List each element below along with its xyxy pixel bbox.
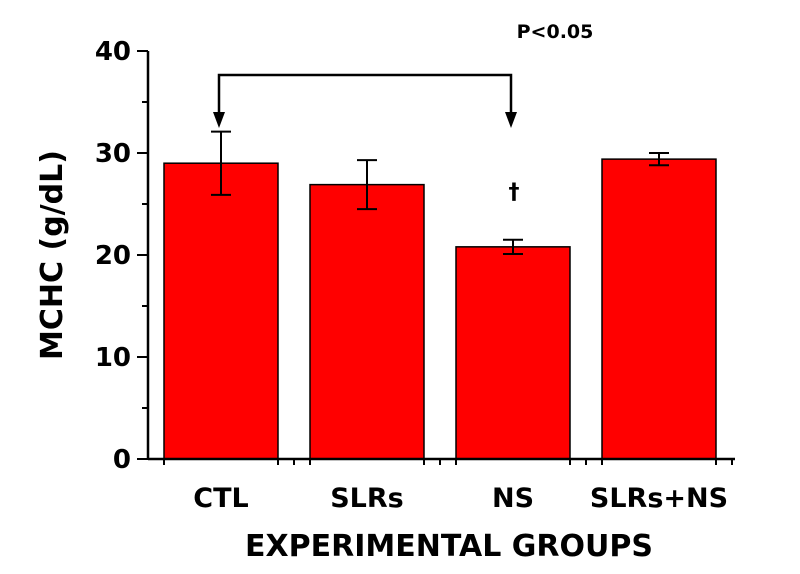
arrow-down-icon [505,112,517,128]
y-tick-label: 40 [95,37,131,67]
error-bars-layer [211,130,669,255]
y-tick-label: 20 [95,241,131,271]
bar-slrs-ns [601,158,717,460]
significance-marker: † [509,180,520,205]
bar-slrs [309,183,425,460]
y-tick-label: 0 [113,445,131,475]
error-bar [649,152,669,167]
y-axis-label: MCHC (g/dL) [35,150,70,360]
error-bar [211,130,231,196]
y-tick-label: 30 [95,139,131,169]
x-tick-label: CTL [193,483,248,514]
arrow-down-icon [213,112,225,128]
error-bar [357,159,377,211]
p-value-label: P<0.05 [517,21,594,43]
x-tick-label: SLRs [330,483,404,514]
bars-layer [163,158,717,460]
y-ticks-layer: 0 10 20 30 40 [95,37,733,475]
bar-ns [455,246,571,460]
x-tick-label: NS [492,483,534,514]
x-tick-label: SLRs+NS [590,483,728,514]
significance-bracket [217,73,513,116]
x-axis-label: EXPERIMENTAL GROUPS [245,529,653,564]
significance-annotation: P<0.05 † [213,21,593,205]
y-tick-label: 10 [95,343,131,373]
x-tick-labels-layer: CTL SLRs NS SLRs+NS [193,483,728,514]
error-bar [503,238,523,255]
bar-ctl [163,162,279,460]
